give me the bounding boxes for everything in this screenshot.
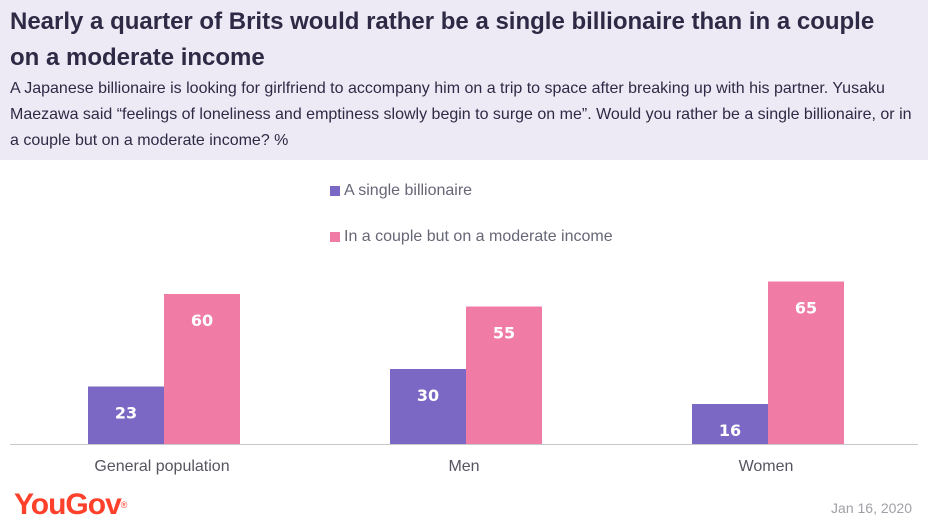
brand-name: YouGov xyxy=(14,488,122,521)
category-label-0: General population xyxy=(94,458,229,475)
data-label-0-1: 60 xyxy=(191,311,213,330)
legend-swatch-couple-moderate-income xyxy=(330,232,340,242)
legend-swatch-single-billionaire xyxy=(330,186,340,196)
legend-label-single-billionaire: A single billionaire xyxy=(344,182,473,199)
chart-title: Nearly a quarter of Brits would rather b… xyxy=(10,8,875,71)
data-label-2-1: 65 xyxy=(795,299,817,318)
legend-item-single-billionaire: A single billionaire xyxy=(330,182,472,200)
bar-1-1 xyxy=(466,306,542,444)
data-label-0-0: 23 xyxy=(115,404,137,423)
category-label-2: Women xyxy=(739,458,794,475)
brand-registered-mark: ® xyxy=(120,500,128,510)
chart-subtitle: A Japanese billionaire is looking for gi… xyxy=(10,80,912,149)
yougov-logo: YouGov® xyxy=(14,488,127,522)
legend-label-couple-moderate-income: In a couple but on a moderate income xyxy=(344,228,613,245)
header-band: Nearly a quarter of Brits would rather b… xyxy=(0,0,928,160)
data-label-2-0: 16 xyxy=(719,421,741,440)
data-label-1-0: 30 xyxy=(417,386,439,405)
bar-2-1 xyxy=(768,281,844,444)
bar-2-0 xyxy=(692,404,768,444)
bar-0-1 xyxy=(164,294,240,444)
bar-1-0 xyxy=(390,369,466,444)
publish-date: Jan 16, 2020 xyxy=(831,500,912,516)
data-label-1-1: 55 xyxy=(493,324,515,343)
category-label-1: Men xyxy=(448,458,479,475)
bar-0-0 xyxy=(88,386,164,444)
legend-item-couple-moderate-income: In a couple but on a moderate income xyxy=(330,228,613,246)
